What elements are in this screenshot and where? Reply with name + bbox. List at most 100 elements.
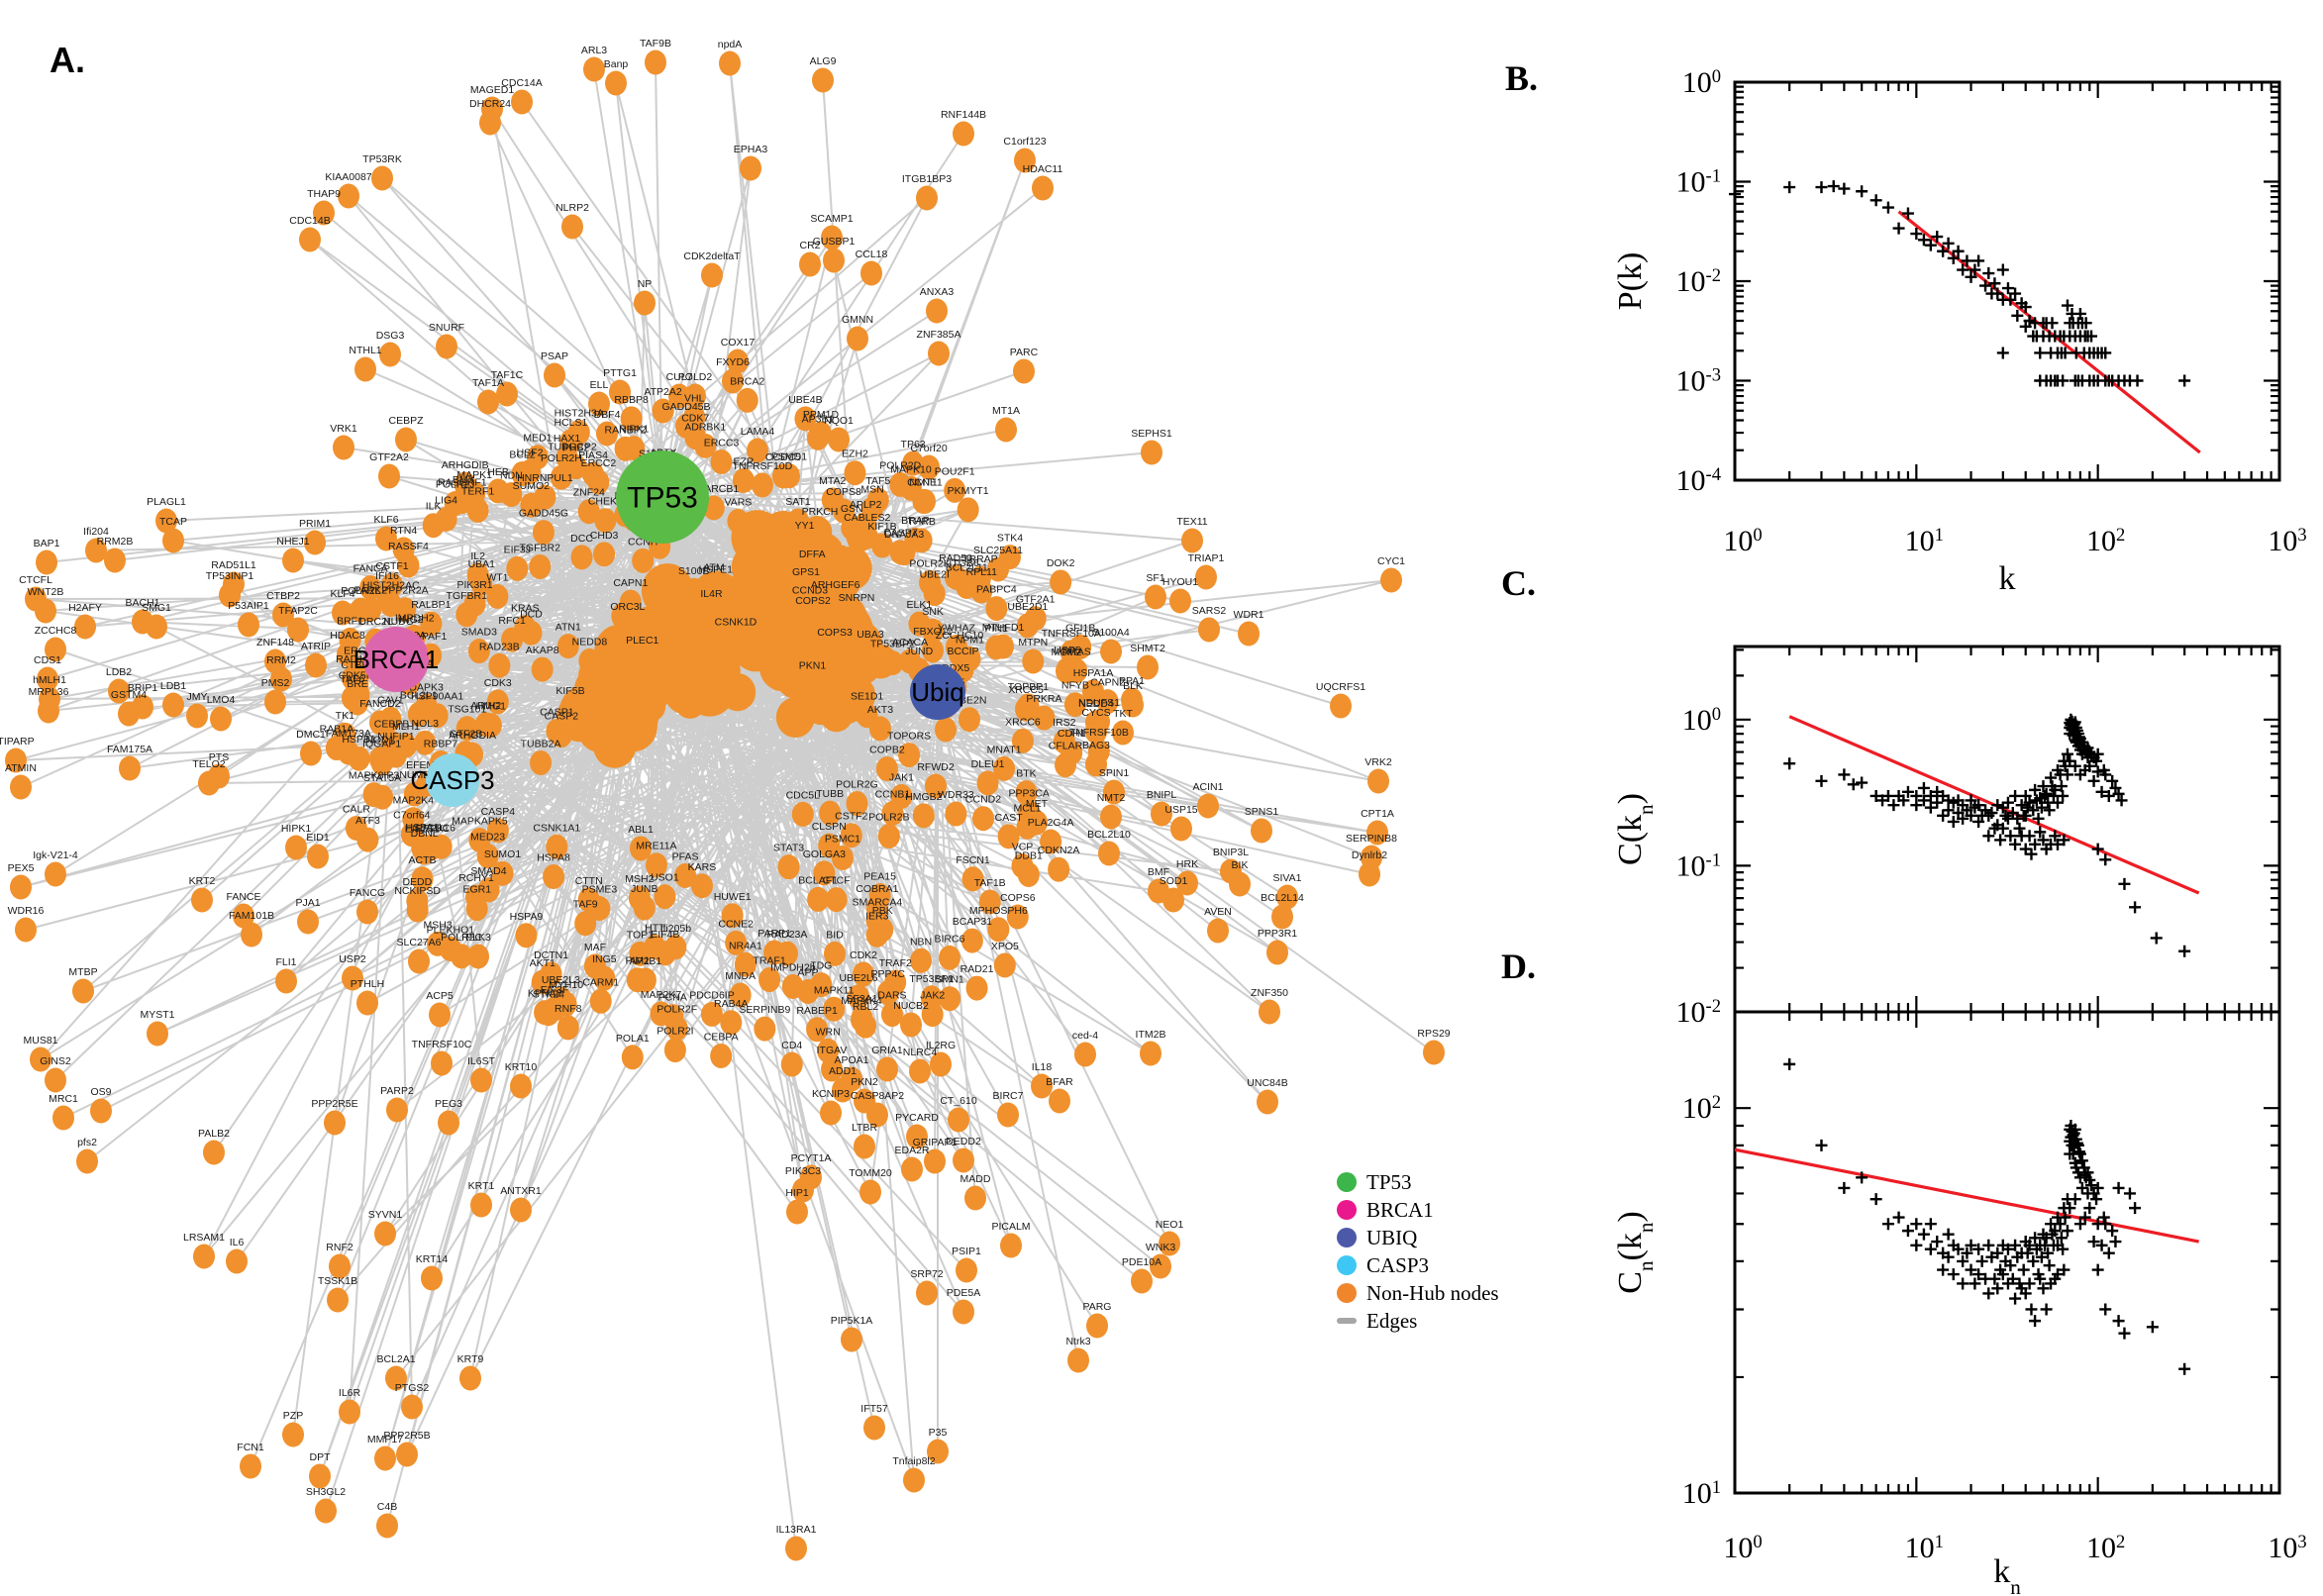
node-swatch-icon bbox=[1337, 1283, 1357, 1303]
node-label: VHL bbox=[684, 392, 705, 404]
network-node bbox=[1082, 679, 1105, 705]
network-node bbox=[341, 685, 363, 711]
network-node bbox=[1169, 588, 1191, 614]
network-node bbox=[285, 835, 307, 860]
network-node bbox=[560, 453, 583, 479]
node-label: PDE10A bbox=[1122, 1256, 1162, 1268]
node-label: TAF6 bbox=[340, 673, 364, 685]
node-label: PIK3R1 bbox=[456, 579, 492, 591]
node-label: HMG1 bbox=[476, 701, 506, 713]
network-node bbox=[1024, 606, 1047, 632]
node-label: CCNE1 bbox=[907, 476, 943, 488]
node-label: ABL1 bbox=[628, 824, 654, 836]
network-node bbox=[402, 807, 425, 833]
node-label: AKT1 bbox=[530, 957, 556, 969]
node-label: TP53RK bbox=[362, 153, 402, 165]
node-label: CDK3 bbox=[484, 677, 512, 689]
node-label: CTTN bbox=[575, 875, 603, 887]
node-label: SIVA1 bbox=[1273, 872, 1302, 884]
node-label: SYVN1 bbox=[368, 1209, 403, 1221]
node-label: ACACA bbox=[892, 637, 928, 648]
network-node bbox=[724, 629, 747, 654]
network-node bbox=[792, 1177, 814, 1203]
node-label: PALB2 bbox=[198, 1128, 230, 1140]
network-node bbox=[985, 596, 1008, 622]
node-label: PTGS2 bbox=[395, 1382, 430, 1394]
node-label: PSME3 bbox=[582, 884, 618, 896]
network-node bbox=[453, 486, 475, 512]
network-node bbox=[704, 576, 727, 602]
node-label: DCC bbox=[570, 533, 593, 545]
node-label: TOMM20 bbox=[849, 1167, 892, 1179]
node-label: HSPA9 bbox=[510, 911, 544, 923]
node-label: DNAJA3 bbox=[884, 529, 924, 541]
network-node bbox=[916, 185, 938, 211]
node-label: TGFBR1 bbox=[447, 590, 488, 602]
node-label: BMF bbox=[1148, 866, 1169, 878]
node-label: ITGAV bbox=[817, 1045, 848, 1056]
node-label: RRAS bbox=[1062, 646, 1091, 657]
node-label: ATF3 bbox=[355, 815, 380, 827]
node-label: TAF9 bbox=[573, 899, 598, 911]
node-label: CEBPZ bbox=[388, 415, 424, 427]
network-node bbox=[794, 406, 817, 432]
axis-text: 101 bbox=[1682, 1477, 1721, 1511]
network-node bbox=[953, 121, 974, 147]
network-node bbox=[787, 508, 809, 534]
node-label: GADD45B bbox=[661, 401, 710, 413]
network-node bbox=[1229, 871, 1251, 897]
node-label: H2AFY bbox=[68, 602, 102, 614]
node-label: RNF2 bbox=[326, 1242, 354, 1253]
node-label: MAP2K4 bbox=[393, 795, 435, 807]
network-node bbox=[807, 886, 830, 912]
network-node bbox=[85, 538, 107, 563]
network-node bbox=[119, 755, 141, 781]
node-label: EPPK1 bbox=[416, 823, 450, 835]
node-label: SMN1 bbox=[936, 974, 964, 986]
network-node bbox=[995, 417, 1017, 443]
network-node bbox=[386, 1097, 408, 1123]
node-label: ACTB bbox=[408, 854, 436, 866]
node-label: POLR2H bbox=[541, 452, 582, 464]
network-node bbox=[824, 941, 847, 966]
node-label: ELK1 bbox=[907, 599, 933, 611]
network-node bbox=[406, 897, 429, 923]
network-node bbox=[620, 406, 643, 432]
node-label: UBE2L3 bbox=[542, 974, 580, 986]
node-label: CFLAR bbox=[1049, 741, 1083, 752]
network-node bbox=[147, 1021, 168, 1047]
node-label: HNRNPUL1 bbox=[517, 472, 573, 484]
network-node bbox=[847, 984, 869, 1010]
network-node bbox=[403, 781, 426, 807]
network-node bbox=[956, 1257, 977, 1283]
network-node bbox=[1162, 887, 1184, 913]
node-label: HCLS1 bbox=[554, 417, 587, 429]
node-label: CDK7 bbox=[681, 413, 709, 425]
node-label: CASP8AP2 bbox=[851, 1090, 904, 1102]
node-label: Ifi205b bbox=[660, 923, 692, 935]
network-node bbox=[785, 1536, 807, 1561]
node-label: TGFBR2 bbox=[520, 542, 561, 553]
node-label: PZP bbox=[283, 1410, 303, 1422]
node-label: COPS3 bbox=[817, 627, 853, 639]
node-label: KIF1B bbox=[867, 521, 896, 533]
network-node bbox=[674, 863, 697, 889]
node-label: Ifi204 bbox=[83, 526, 109, 538]
network-node bbox=[823, 248, 845, 273]
network-node bbox=[985, 635, 1008, 660]
network-legend: TP53 BRCA1 UBIQ CASP3 Non-Hub nodes Edges bbox=[1337, 1168, 1545, 1335]
edge-swatch-icon bbox=[1337, 1318, 1357, 1324]
node-label: C7orf64 bbox=[393, 810, 431, 822]
node-label: FSCN1 bbox=[956, 854, 990, 866]
node-label: PLEKHO1 bbox=[427, 924, 475, 936]
network-node bbox=[953, 1147, 974, 1173]
network-node bbox=[976, 770, 999, 796]
node-label: LMO4 bbox=[207, 694, 236, 706]
network-node bbox=[1145, 584, 1166, 610]
node-label: IFT57 bbox=[860, 1403, 888, 1415]
node-label: NR4A1 bbox=[729, 940, 762, 951]
node-label: CEBPA bbox=[704, 1031, 739, 1043]
node-label: NMT1 bbox=[909, 476, 938, 488]
network-node bbox=[823, 996, 846, 1022]
network-node bbox=[395, 427, 417, 452]
